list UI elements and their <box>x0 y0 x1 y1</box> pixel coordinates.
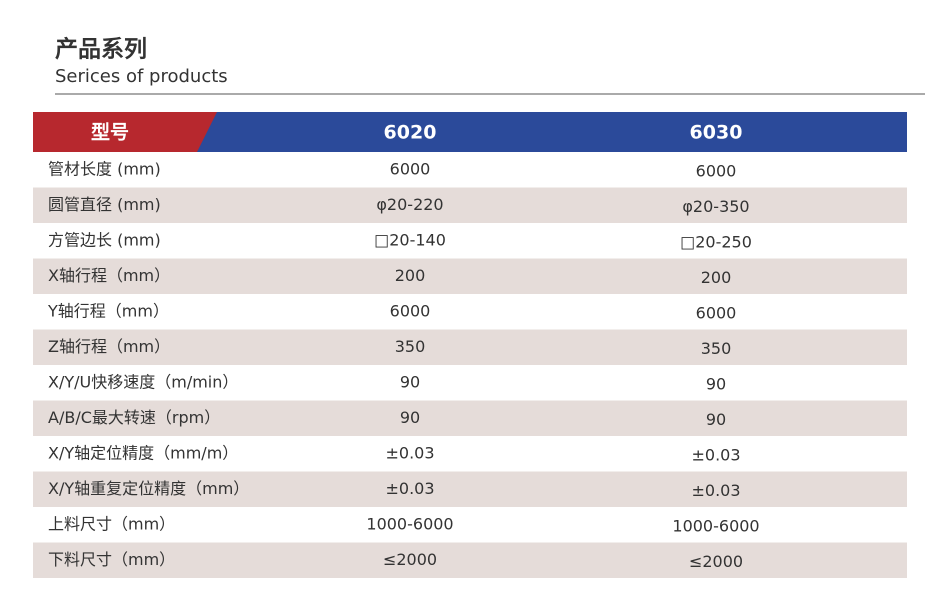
table: 型号 6020 6030 管材长度 (mm) 6000 6000 圆管直径 (mm) φ20-… <box>33 121 907 578</box>
cell: 200 <box>701 268 732 287</box>
row-band <box>33 542 907 578</box>
cell: 350 <box>701 339 732 358</box>
row-band <box>33 258 907 294</box>
row-label: Y轴行程（mm） <box>47 301 169 320</box>
row-label: 上料尺寸（mm） <box>48 514 175 533</box>
row-label: Z轴行程（mm） <box>48 337 170 356</box>
cell: ≤2000 <box>689 552 743 571</box>
cell: 90 <box>706 410 726 429</box>
row-band <box>33 471 907 507</box>
subtitle: Serices of products <box>55 66 228 87</box>
cell: 200 <box>395 266 426 285</box>
cell: 6000 <box>390 301 431 320</box>
cell: ±0.03 <box>691 481 740 500</box>
row-label: A/B/C最大转速（rpm） <box>48 408 220 427</box>
cell: 6000 <box>390 159 431 178</box>
row-label: X/Y轴重复定位精度（mm） <box>48 479 249 498</box>
row-label: 下料尺寸（mm） <box>48 550 175 569</box>
row-label: X/Y轴定位精度（mm/m） <box>48 443 238 462</box>
cell: ±0.03 <box>385 443 434 462</box>
cell: □20-140 <box>374 230 446 249</box>
row-band <box>33 187 907 223</box>
cell: φ20-350 <box>682 197 749 216</box>
column-header: 6020 <box>384 122 437 144</box>
cell: 90 <box>400 372 420 391</box>
cell: 6000 <box>696 303 737 322</box>
row-band <box>33 400 907 436</box>
header-accent <box>33 112 217 152</box>
row-label: 方管边长 (mm) <box>48 230 161 249</box>
title: 产品系列 <box>55 36 147 63</box>
cell: ±0.03 <box>691 445 740 464</box>
cell: 90 <box>706 374 726 393</box>
row-label: 管材长度 (mm) <box>48 159 161 178</box>
column-header: 型号 <box>91 121 129 144</box>
row-label: X/Y/U快移速度（m/min） <box>48 372 238 391</box>
row-label: 圆管直径 (mm) <box>48 195 161 214</box>
cell: φ20-220 <box>376 195 443 214</box>
column-header: 6030 <box>690 122 743 144</box>
cell: ±0.03 <box>385 479 434 498</box>
cell: ≤2000 <box>383 550 437 569</box>
cell: 6000 <box>696 161 737 180</box>
cell: 350 <box>395 337 426 356</box>
cell: 1000-6000 <box>672 516 759 535</box>
row-label: X轴行程（mm） <box>48 266 170 285</box>
cell: 1000-6000 <box>366 514 453 533</box>
cell: 90 <box>400 408 420 427</box>
cell: □20-250 <box>680 232 752 251</box>
row-band <box>33 329 907 365</box>
